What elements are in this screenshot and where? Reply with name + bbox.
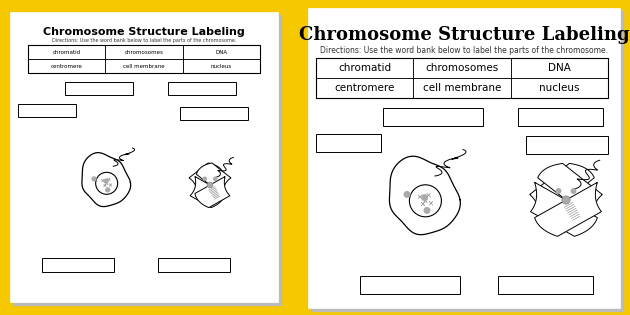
Polygon shape: [530, 163, 594, 222]
Polygon shape: [389, 156, 461, 235]
Bar: [518, 108, 603, 126]
Text: Chromosome Structure Labeling: Chromosome Structure Labeling: [43, 27, 245, 37]
Polygon shape: [197, 163, 231, 196]
Circle shape: [556, 189, 561, 193]
Bar: [105, 59, 183, 73]
Text: Chromosome Structure Labeling: Chromosome Structure Labeling: [299, 26, 629, 44]
Circle shape: [92, 177, 96, 181]
Text: chromosomes: chromosomes: [425, 63, 498, 73]
Circle shape: [106, 188, 110, 192]
Text: nucleus: nucleus: [539, 83, 580, 93]
Circle shape: [214, 177, 217, 180]
Polygon shape: [195, 176, 230, 208]
Bar: [413, 78, 511, 98]
Bar: [316, 78, 413, 98]
Text: DNA: DNA: [215, 49, 227, 54]
Bar: [168, 82, 236, 95]
Bar: [308, 8, 620, 308]
Bar: [360, 276, 460, 294]
Bar: [105, 45, 183, 59]
Bar: [498, 276, 593, 294]
Polygon shape: [189, 163, 224, 196]
Bar: [42, 258, 114, 272]
Bar: [180, 107, 248, 120]
Bar: [526, 136, 608, 154]
Circle shape: [422, 195, 427, 200]
Text: centromere: centromere: [51, 64, 83, 68]
Text: chromosomes: chromosomes: [125, 49, 163, 54]
Circle shape: [203, 177, 207, 180]
Polygon shape: [82, 153, 130, 207]
Bar: [316, 58, 608, 98]
Bar: [18, 104, 76, 117]
Text: cell membrane: cell membrane: [123, 64, 165, 68]
Bar: [158, 258, 230, 272]
Bar: [413, 58, 511, 78]
Bar: [10, 12, 278, 302]
Bar: [511, 78, 608, 98]
Bar: [28, 45, 105, 59]
Text: Directions: Use the word bank below to label the parts of the chromosome.: Directions: Use the word bank below to l…: [320, 46, 608, 55]
Text: nucleus: nucleus: [210, 64, 232, 68]
Bar: [28, 45, 260, 73]
Circle shape: [104, 179, 108, 183]
Text: cell membrane: cell membrane: [423, 83, 501, 93]
Polygon shape: [190, 176, 225, 208]
Polygon shape: [530, 182, 597, 236]
Circle shape: [562, 196, 570, 204]
Circle shape: [571, 189, 576, 193]
Text: Directions: Use the word bank below to label the parts of the chromosome.: Directions: Use the word bank below to l…: [52, 38, 236, 43]
Bar: [65, 82, 133, 95]
Circle shape: [96, 172, 118, 194]
Circle shape: [410, 185, 442, 217]
Bar: [183, 45, 260, 59]
Text: chromatid: chromatid: [52, 49, 81, 54]
Polygon shape: [535, 182, 602, 236]
Text: chromatid: chromatid: [338, 63, 391, 73]
Bar: [383, 108, 483, 126]
Circle shape: [424, 208, 430, 213]
Bar: [13, 15, 281, 305]
Text: DNA: DNA: [548, 63, 571, 73]
Bar: [311, 11, 623, 311]
Circle shape: [207, 182, 213, 188]
Bar: [316, 134, 381, 152]
Circle shape: [404, 192, 410, 197]
Bar: [28, 59, 105, 73]
Polygon shape: [537, 163, 602, 222]
Bar: [511, 58, 608, 78]
Bar: [316, 58, 413, 78]
Text: centromere: centromere: [335, 83, 395, 93]
Bar: [183, 59, 260, 73]
